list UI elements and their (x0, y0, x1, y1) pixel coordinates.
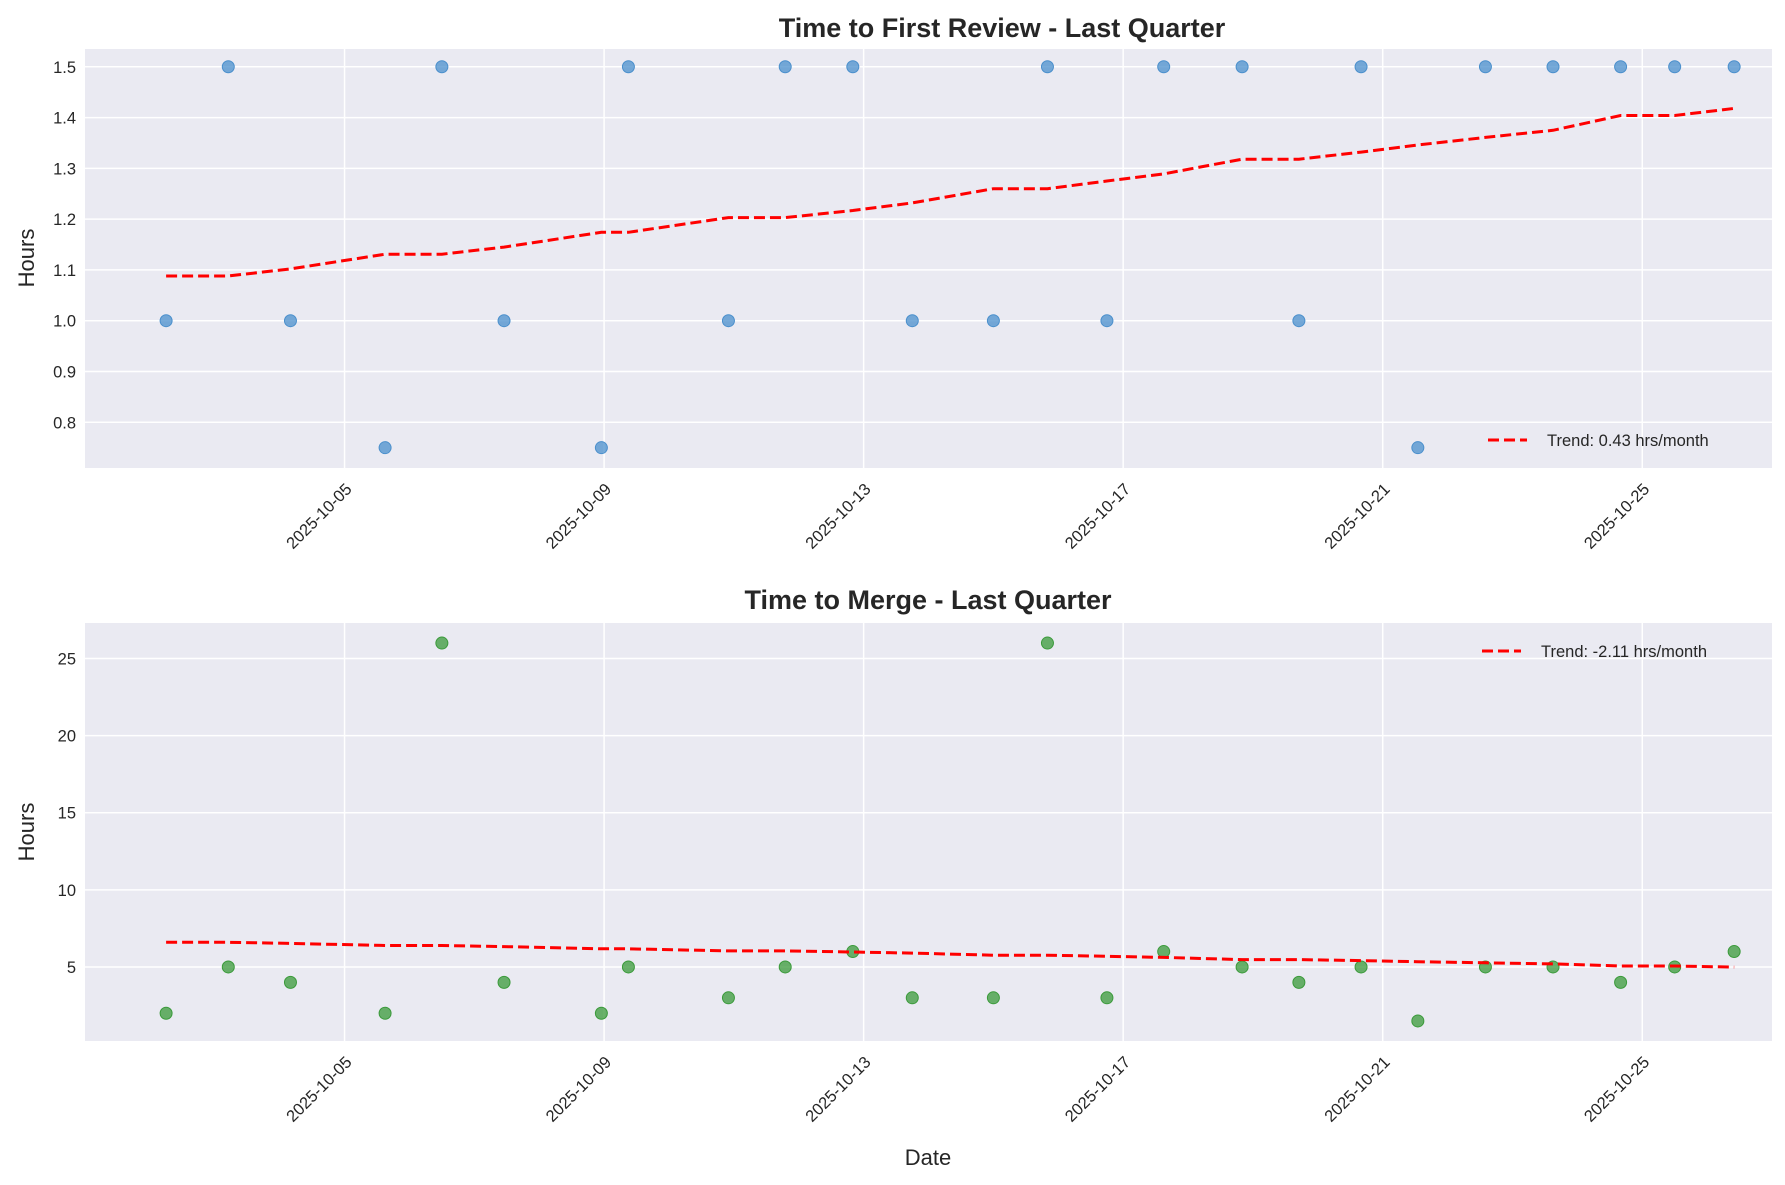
y-tick-label: 20 (58, 728, 76, 746)
data-point (1727, 60, 1741, 74)
data-point (1614, 60, 1628, 74)
chart-merge: Time to Merge - Last Quarter 5 10 15 20 25 2… (14, 585, 1772, 1170)
x-tick-label: 2025-10-13 (802, 480, 874, 552)
data-point (1292, 975, 1306, 989)
trend-line (166, 940, 1735, 969)
data-point (1614, 975, 1628, 989)
data-point (1411, 441, 1425, 455)
y-tick-label: 1.5 (53, 59, 76, 77)
y-tick-label: 1.1 (53, 262, 76, 280)
data-point (594, 1006, 608, 1020)
y-ticks: 5 10 15 20 25 (58, 650, 76, 976)
data-point (497, 975, 511, 989)
legend-entry: Trend: -2.11 hrs/month (1541, 643, 1707, 661)
y-tick-label: 1.4 (53, 110, 76, 128)
data-point (1411, 1014, 1425, 1028)
data-point (1354, 960, 1368, 974)
data-point (159, 1006, 173, 1020)
x-tick-label: 2025-10-25 (1581, 480, 1653, 552)
x-tick-label: 2025-10-05 (283, 480, 355, 552)
x-tick-label: 2025-10-21 (1321, 1053, 1393, 1125)
data-point (378, 441, 392, 455)
data-points (159, 60, 1741, 455)
data-point (283, 314, 297, 328)
y-axis-label: Hours (14, 229, 39, 288)
data-point (986, 991, 1000, 1005)
x-tick-label: 2025-10-17 (1062, 1053, 1134, 1125)
y-axis-label: Hours (14, 803, 39, 862)
gridlines (85, 49, 1772, 468)
data-point (1157, 945, 1171, 959)
data-point (1040, 636, 1054, 650)
data-point (1546, 60, 1560, 74)
data-point (778, 960, 792, 974)
data-point (1292, 314, 1306, 328)
data-point (778, 60, 792, 74)
legend: Trend: -2.11 hrs/month (1482, 643, 1707, 661)
data-point (986, 314, 1000, 328)
data-point (283, 975, 297, 989)
data-point (159, 314, 173, 328)
data-point (905, 314, 919, 328)
data-point (621, 60, 635, 74)
y-tick-label: 1.2 (53, 211, 76, 229)
plot-area (85, 623, 1772, 1041)
x-tick-label: 2025-10-09 (543, 480, 615, 552)
trend-line (166, 106, 1735, 278)
y-tick-label: 1.0 (53, 313, 76, 331)
y-tick-label: 0.8 (53, 414, 76, 432)
data-point (1478, 60, 1492, 74)
data-point (497, 314, 511, 328)
chart-title: Time to First Review - Last Quarter (779, 13, 1226, 43)
data-point (378, 1006, 392, 1020)
data-point (1235, 60, 1249, 74)
x-axis-label: Date (905, 1145, 951, 1170)
y-tick-label: 1.3 (53, 160, 76, 178)
data-point (905, 991, 919, 1005)
data-point (1157, 60, 1171, 74)
x-ticks: 2025-10-05 2025-10-09 2025-10-13 2025-10-17… (283, 480, 1653, 552)
chart-first-review: Time to First Review - Last Quarter 0.80… (14, 13, 1772, 553)
chart-title: Time to Merge - Last Quarter (744, 585, 1112, 615)
data-point (1100, 991, 1114, 1005)
x-ticks: 2025-10-05 2025-10-09 2025-10-13 2025-10-17… (283, 1053, 1653, 1125)
x-tick-label: 2025-10-05 (283, 1053, 355, 1125)
data-point (435, 60, 449, 74)
data-point (621, 960, 635, 974)
data-points (159, 636, 1741, 1028)
x-tick-label: 2025-10-17 (1062, 480, 1134, 552)
y-tick-label: 25 (58, 650, 76, 668)
data-point (221, 60, 235, 74)
y-tick-label: 5 (67, 959, 76, 977)
y-tick-label: 10 (58, 882, 76, 900)
data-point (435, 636, 449, 650)
x-tick-label: 2025-10-09 (543, 1053, 615, 1125)
data-point (1040, 60, 1054, 74)
data-point (721, 314, 735, 328)
data-point (1354, 60, 1368, 74)
data-point (1100, 314, 1114, 328)
data-point (721, 991, 735, 1005)
legend: Trend: 0.43 hrs/month (1488, 432, 1709, 450)
x-tick-label: 2025-10-25 (1581, 1053, 1653, 1125)
y-tick-label: 0.9 (53, 364, 76, 382)
x-tick-label: 2025-10-21 (1321, 480, 1393, 552)
data-point (846, 60, 860, 74)
data-point (1235, 960, 1249, 974)
legend-entry: Trend: 0.43 hrs/month (1547, 432, 1709, 450)
x-tick-label: 2025-10-13 (802, 1053, 874, 1125)
data-point (594, 441, 608, 455)
y-tick-label: 15 (58, 805, 76, 823)
plot-area (85, 49, 1772, 468)
data-point (1727, 945, 1741, 959)
y-ticks: 0.8 0.9 1.0 1.1 1.2 1.3 1.4 1.5 (53, 59, 76, 433)
data-point (221, 960, 235, 974)
data-point (1668, 60, 1682, 74)
